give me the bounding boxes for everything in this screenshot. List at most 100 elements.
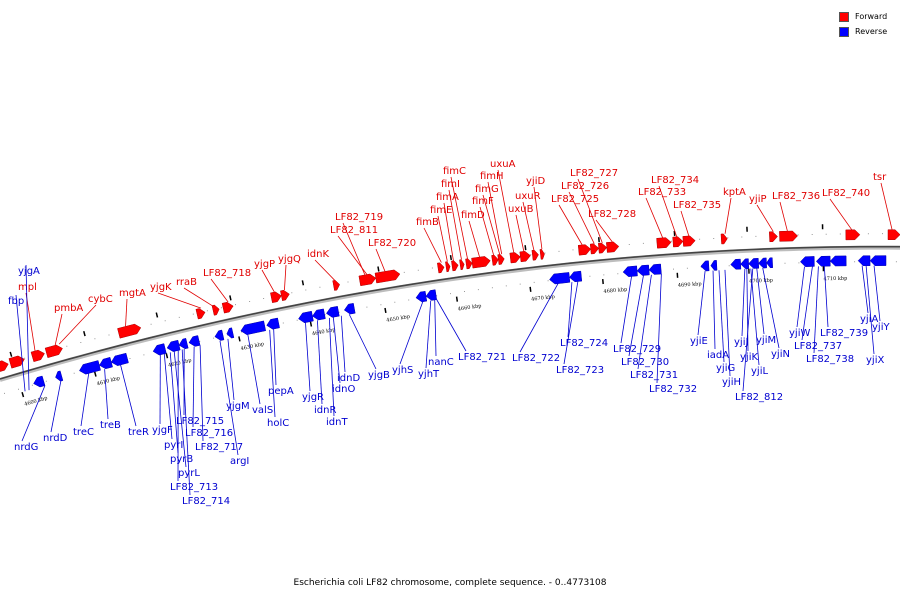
reverse-gene-arrow xyxy=(326,306,340,318)
reverse-gene-label: yjiG xyxy=(716,363,735,374)
reverse-gene-arrow xyxy=(99,356,113,370)
forward-gene-label: uxuR xyxy=(515,191,541,202)
tick-label: 4680 kbp xyxy=(603,287,627,295)
reverse-label-leader xyxy=(750,268,760,366)
reverse-label-leader xyxy=(305,322,311,392)
forward-label-leader xyxy=(337,235,368,275)
forward-gene-arrow xyxy=(221,301,234,314)
tick-lower xyxy=(529,286,532,292)
forward-gene-label: fimG xyxy=(475,184,499,195)
reverse-gene-label: treC xyxy=(73,427,94,438)
tick-lower xyxy=(309,321,313,327)
reverse-gene-label: LF82_717 xyxy=(195,442,243,453)
reverse-label-leader xyxy=(273,328,277,386)
forward-gene-label: mpl xyxy=(18,282,37,293)
reverse-label-leader xyxy=(436,299,467,352)
forward-gene-label: cybC xyxy=(88,294,113,305)
reverse-label-leader xyxy=(120,364,137,427)
reverse-gene-label: yjgF xyxy=(152,425,173,436)
reverse-gene-label: idnT xyxy=(326,417,348,428)
reverse-label-leader xyxy=(628,275,644,357)
reverse-gene-arrow xyxy=(226,327,235,339)
reverse-gene-label: LF82_716 xyxy=(185,428,233,439)
reverse-gene-label: LF82_715 xyxy=(176,416,224,427)
forward-label-leader xyxy=(210,278,229,303)
reverse-label-leader xyxy=(15,294,26,392)
forward-gene-arrow xyxy=(720,233,728,245)
forward-gene-label: yjiD xyxy=(526,176,545,187)
reverse-label-leader xyxy=(861,265,869,314)
reverse-gene-arrow xyxy=(178,337,189,350)
reverse-gene-label: yjiW xyxy=(789,328,810,339)
forward-label-leader xyxy=(779,201,788,232)
reverse-gene-arrow xyxy=(740,258,750,270)
forward-gene-arrow xyxy=(117,323,142,339)
forward-gene-label: LF82_740 xyxy=(822,188,870,199)
forward-label-leader xyxy=(125,298,128,327)
forward-gene-arrow xyxy=(497,254,505,265)
reverse-gene-arrow xyxy=(55,370,64,382)
reverse-gene-label: yjiN xyxy=(771,349,790,360)
forward-gene-label: LF82_725 xyxy=(551,194,599,205)
reverse-label-leader xyxy=(718,270,725,363)
tick-label: 4690 kbp xyxy=(678,281,702,289)
reverse-label-leader xyxy=(756,268,765,335)
forward-gene-label: mgtA xyxy=(119,288,146,299)
forward-gene-label: LF82_736 xyxy=(772,191,820,202)
reverse-label-leader xyxy=(762,268,780,349)
forward-gene-label: idnK xyxy=(307,249,329,260)
forward-label-leader xyxy=(645,197,664,238)
forward-label-leader xyxy=(58,304,97,345)
reverse-label-leader xyxy=(865,265,875,355)
forward-label-leader xyxy=(54,313,63,346)
forward-gene-arrow xyxy=(358,273,377,287)
reverse-gene-label: pyrI xyxy=(164,440,183,451)
legend-forward-label: Forward xyxy=(855,12,888,21)
reverse-gene-arrow xyxy=(549,272,571,285)
tick-label: 4600 kbp xyxy=(24,395,48,407)
reverse-label-leader xyxy=(328,317,335,417)
forward-gene-label: LF82_719 xyxy=(335,212,383,223)
forward-label-leader xyxy=(756,204,774,232)
forward-label-leader xyxy=(450,176,468,259)
reverse-gene-arrow xyxy=(800,256,815,267)
forward-gene-label: fimE xyxy=(430,205,452,216)
forward-label-leader xyxy=(448,189,462,260)
reverse-gene-arrow xyxy=(425,289,437,301)
forward-gene-label: fimB xyxy=(416,217,439,228)
tick-upper xyxy=(524,245,527,251)
forward-gene-label: LF82_727 xyxy=(570,168,618,179)
forward-gene-arrow xyxy=(211,304,220,316)
forward-label-leader xyxy=(437,215,448,262)
reverse-gene-label: yjhS xyxy=(392,365,413,376)
forward-gene-label: fimI xyxy=(441,179,460,190)
tick-label: 4610 kbp xyxy=(96,375,120,387)
reverse-gene-label: argI xyxy=(230,456,249,467)
map-caption: Escherichia coli LF82 chromosome, comple… xyxy=(293,578,607,588)
tick-lower xyxy=(165,353,169,359)
reverse-label-leader xyxy=(181,349,191,496)
reverse-gene-label: LF82_737 xyxy=(794,341,842,352)
reverse-gene-label: LF82_729 xyxy=(613,344,661,355)
reverse-gene-label: LF82_713 xyxy=(170,482,218,493)
forward-label-leader xyxy=(533,186,543,250)
reverse-gene-arrow xyxy=(33,375,46,388)
reverse-label-leader xyxy=(348,314,377,370)
forward-gene-label: tsr xyxy=(873,172,887,183)
tick-lower xyxy=(21,392,25,398)
forward-gene-arrow xyxy=(887,229,900,240)
reverse-gene-label: yjgR xyxy=(302,392,324,403)
legend-forward: Forward xyxy=(839,9,887,24)
reverse-label-leader xyxy=(169,352,179,454)
forward-gene-label: LF82_720 xyxy=(368,238,416,249)
forward-gene-label: LF82_718 xyxy=(203,268,251,279)
forward-gene-arrow xyxy=(509,252,521,264)
reverse-label-leader xyxy=(656,273,662,384)
reverse-gene-arrow xyxy=(166,339,181,352)
forward-label-leader xyxy=(261,269,275,293)
reverse-gene-arrow xyxy=(829,255,847,267)
tick-label: 4620 kbp xyxy=(168,358,192,369)
reverse-gene-label: yjiL xyxy=(751,366,768,377)
reverse-label-leader xyxy=(317,320,323,405)
